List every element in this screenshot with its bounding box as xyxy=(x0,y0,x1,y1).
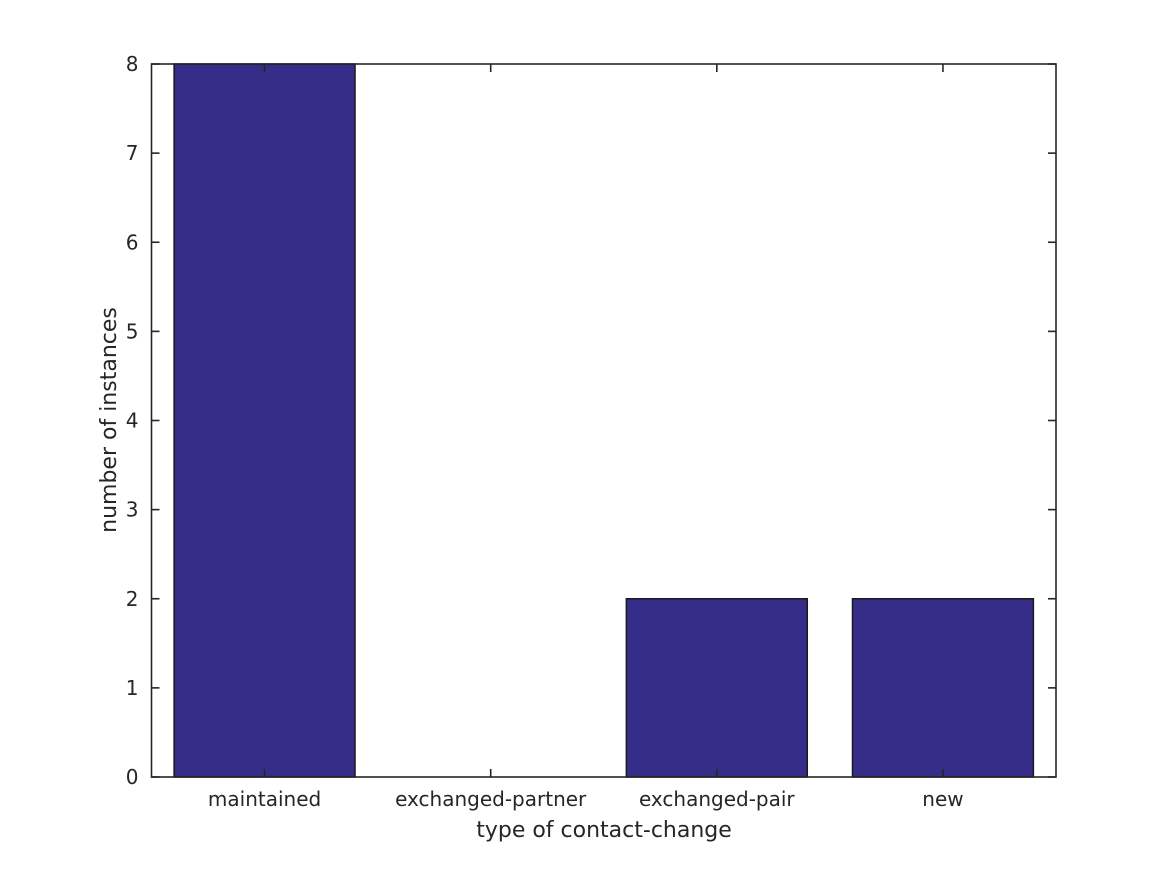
y-tick-label: 1 xyxy=(126,676,139,700)
x-tick-label: maintained xyxy=(208,787,321,811)
y-tick-label: 8 xyxy=(126,52,139,76)
x-tick-label: new xyxy=(922,787,963,811)
y-tick-label: 3 xyxy=(126,498,139,522)
bar xyxy=(625,598,809,778)
y-tick-label: 6 xyxy=(126,230,139,254)
y-tick-label: 7 xyxy=(126,141,139,165)
y-axis-label: number of instances xyxy=(97,307,122,533)
y-tick-label: 5 xyxy=(126,319,139,343)
y-tick-label: 0 xyxy=(126,765,139,789)
y-tick-label: 2 xyxy=(126,587,139,611)
x-tick-label: exchanged-partner xyxy=(395,787,587,811)
x-tick-label: exchanged-pair xyxy=(639,787,795,811)
x-axis-label: type of contact-change xyxy=(476,818,732,843)
bar xyxy=(851,598,1035,778)
y-tick-label: 4 xyxy=(126,409,139,433)
bar xyxy=(173,63,356,778)
